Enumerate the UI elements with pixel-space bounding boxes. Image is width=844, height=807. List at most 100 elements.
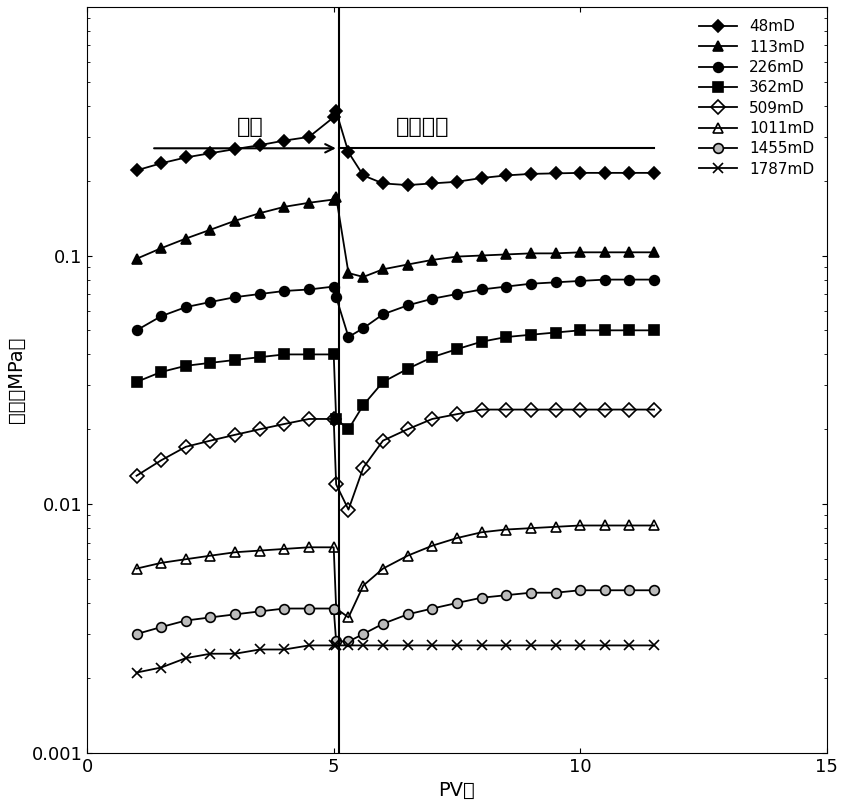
1011mD [132,564,142,574]
1787mD [500,641,511,650]
509mD [648,405,658,415]
1011mD [343,613,353,622]
1455mD [343,637,353,646]
1787mD [132,667,142,677]
226mD [279,286,289,296]
362mD [525,330,535,340]
113mD [358,272,368,282]
362mD [549,328,560,337]
113mD [525,249,535,258]
362mD [331,414,341,424]
1455mD [476,593,486,603]
509mD [525,405,535,415]
509mD [132,471,142,481]
1787mD [427,641,437,650]
362mD [304,349,314,359]
509mD [205,436,215,445]
1011mD [525,523,535,533]
48mD [402,180,412,190]
509mD [377,436,387,445]
X-axis label: PV数: PV数 [438,781,474,800]
Text: 后续水驱: 后续水驱 [395,117,449,136]
362mD [132,377,142,387]
1011mD [648,521,658,530]
362mD [328,349,338,359]
362mD [279,349,289,359]
1455mD [304,604,314,613]
1455mD [452,598,462,608]
Line: 1787mD: 1787mD [132,641,658,677]
509mD [427,414,437,424]
362mD [427,353,437,362]
113mD [156,244,166,253]
226mD [331,292,341,302]
226mD [132,325,142,335]
1011mD [304,542,314,552]
509mD [476,405,486,415]
48mD [132,165,142,175]
1787mD [254,645,264,654]
113mD [205,225,215,235]
509mD [624,405,634,415]
113mD [377,265,387,274]
1011mD [156,558,166,567]
362mD [599,325,609,335]
226mD [452,289,462,299]
48mD [525,169,535,178]
1787mD [358,641,368,650]
1455mD [377,619,387,629]
48mD [427,178,437,188]
509mD [500,405,511,415]
48mD [156,158,166,168]
1787mD [156,663,166,672]
362mD [402,364,412,374]
509mD [549,405,560,415]
509mD [328,414,338,424]
Text: 注样: 注样 [236,117,263,136]
226mD [575,276,585,286]
1455mD [181,616,191,625]
1787mD [624,641,634,650]
362mD [205,358,215,368]
Line: 48mD: 48mD [133,107,657,190]
Line: 226mD: 226mD [132,274,658,342]
1455mD [402,609,412,619]
362mD [181,361,191,370]
113mD [132,254,142,264]
113mD [304,198,314,207]
362mD [230,355,240,365]
48mD [230,144,240,154]
226mD [500,282,511,291]
226mD [427,294,437,303]
1787mD [599,641,609,650]
1011mD [358,581,368,591]
226mD [549,278,560,287]
1455mD [328,604,338,613]
48mD [343,148,353,157]
226mD [525,279,535,289]
1455mD [575,585,585,595]
48mD [254,140,264,150]
1011mD [575,521,585,530]
226mD [402,300,412,310]
509mD [181,442,191,452]
1455mD [549,587,560,597]
113mD [427,255,437,265]
1011mD [377,564,387,574]
362mD [452,345,462,354]
1011mD [452,533,462,543]
1011mD [181,554,191,564]
1011mD [205,551,215,561]
226mD [205,297,215,307]
1011mD [254,546,264,555]
48mD [476,174,486,183]
226mD [624,274,634,284]
113mD [476,251,486,261]
Legend: 48mD, 113mD, 226mD, 362mD, 509mD, 1011mD, 1455mD, 1787mD: 48mD, 113mD, 226mD, 362mD, 509mD, 1011mD… [694,15,818,182]
362mD [476,337,486,346]
1011mD [402,551,412,561]
Line: 1011mD: 1011mD [132,521,658,622]
362mD [343,424,353,434]
113mD [452,252,462,261]
1455mD [230,609,240,619]
